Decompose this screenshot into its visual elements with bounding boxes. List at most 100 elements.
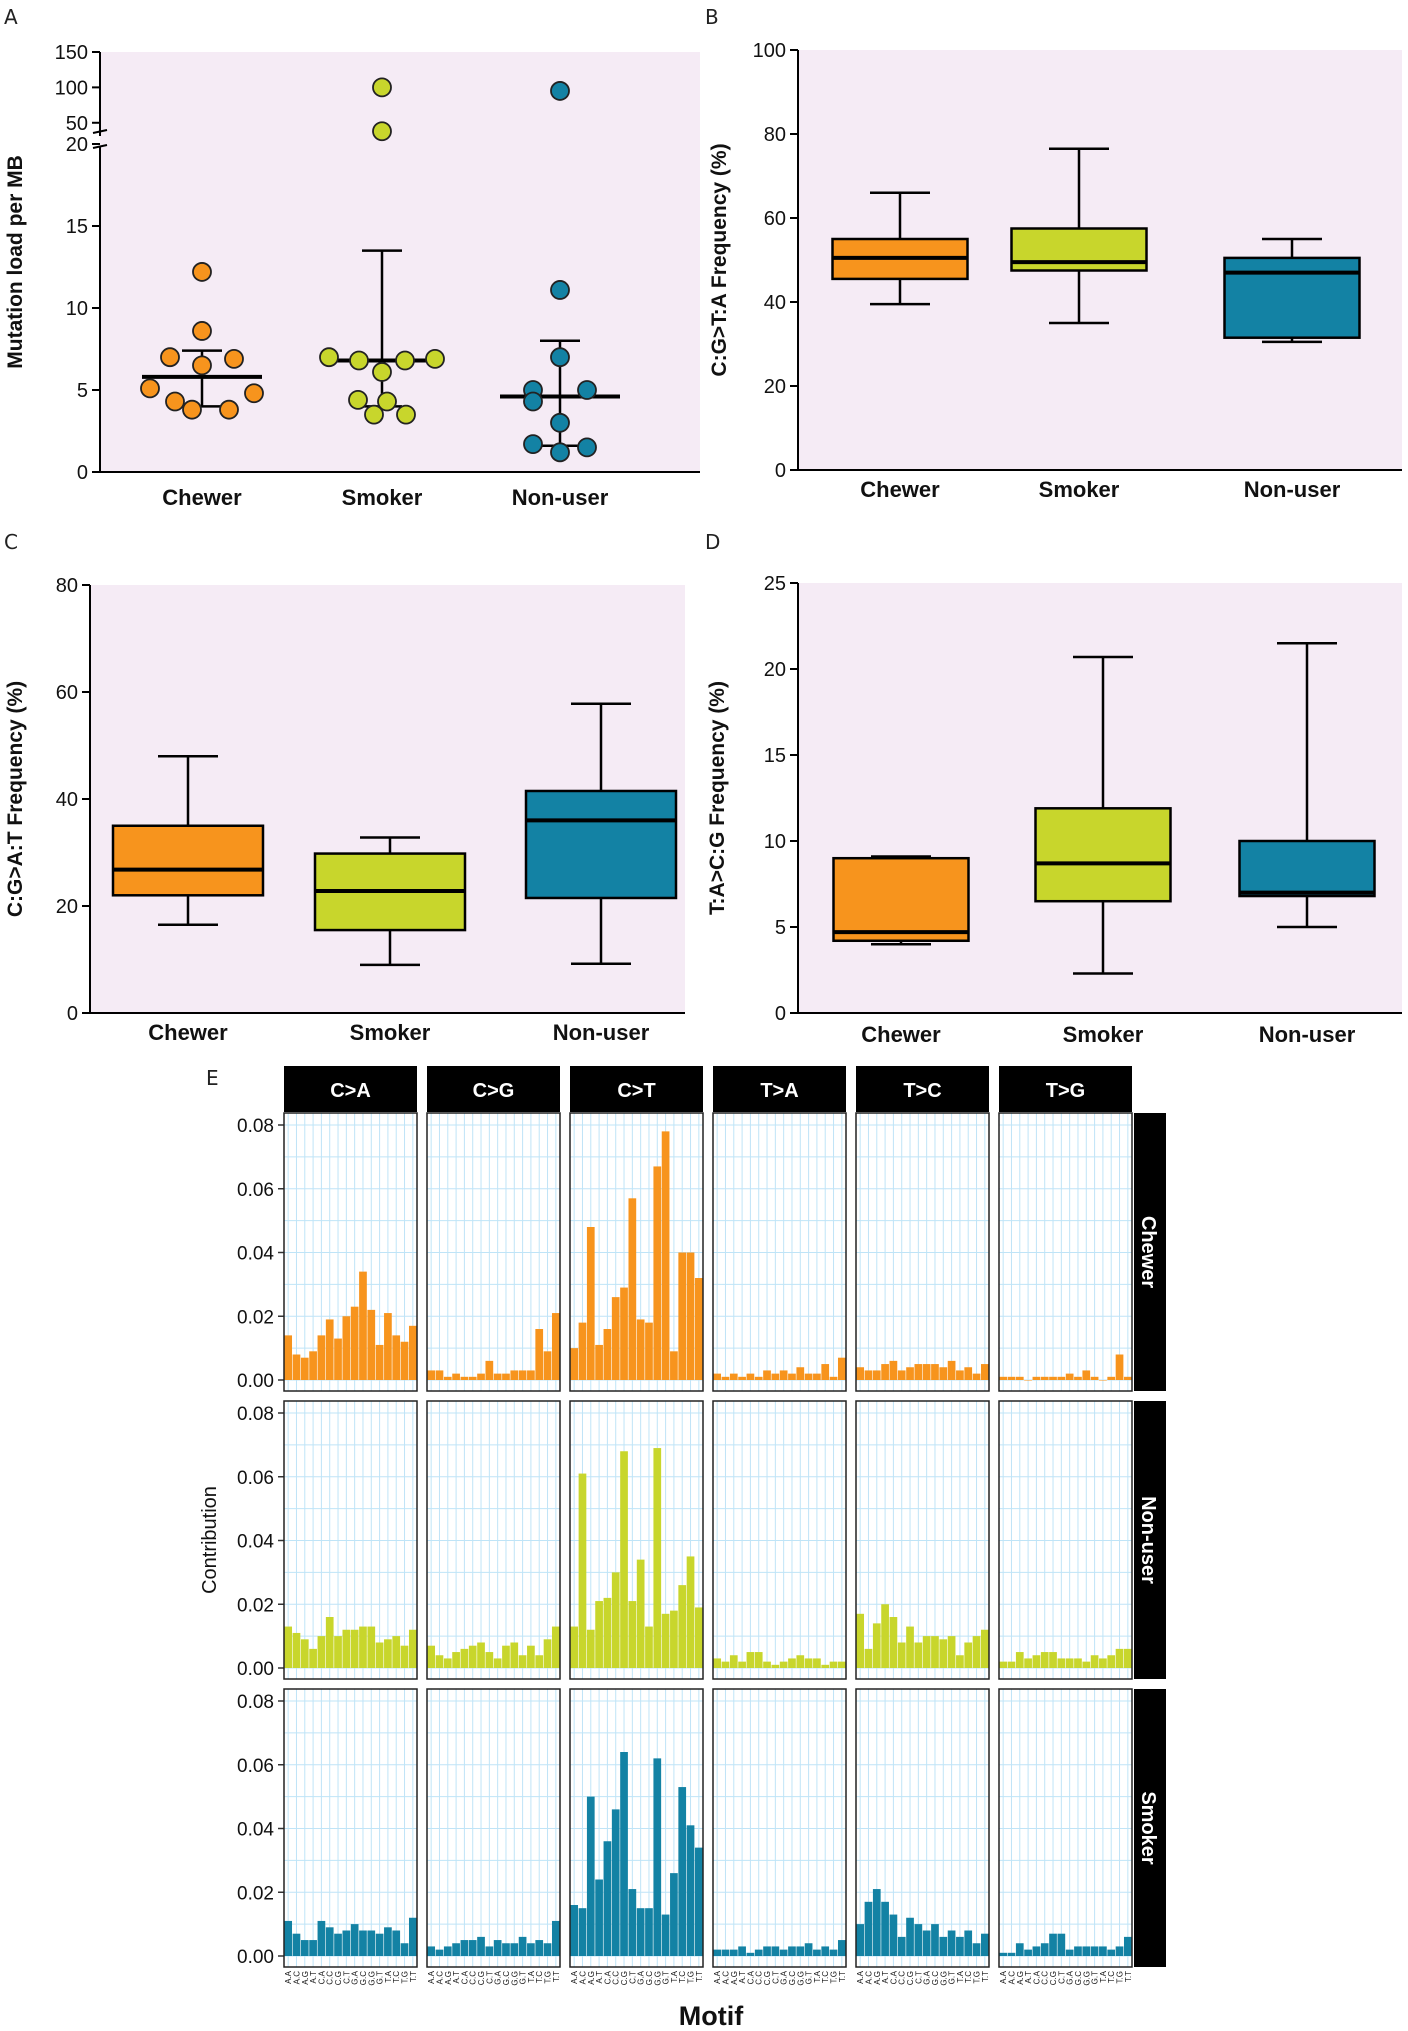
- bar: [493, 1658, 502, 1668]
- facet: [712, 1112, 847, 1392]
- facet-strip-right-label: Chewer: [1137, 1216, 1159, 1288]
- bar: [872, 1623, 881, 1668]
- bar: [325, 1319, 334, 1380]
- data-point: [523, 391, 543, 412]
- bar: [686, 1825, 695, 1956]
- bar: [527, 1645, 535, 1668]
- bar: [1123, 1648, 1132, 1668]
- facet-border: [998, 1112, 1133, 1392]
- bar: [964, 1930, 973, 1956]
- bar: [292, 1632, 301, 1668]
- bar: [1115, 1946, 1124, 1956]
- y-tick-label: 0.08: [237, 1116, 274, 1137]
- data-point: [349, 350, 369, 371]
- bar: [400, 1341, 409, 1380]
- bar: [309, 1940, 317, 1956]
- bar: [1057, 1933, 1066, 1956]
- facet: [855, 1688, 990, 1968]
- x-tick-label: G.T: [376, 1971, 385, 1984]
- bar: [408, 1325, 417, 1380]
- bar: [889, 1617, 898, 1668]
- bar: [1082, 1661, 1091, 1668]
- bar: [964, 1642, 973, 1668]
- axis-break-mark: [92, 144, 108, 149]
- data-point: [140, 378, 160, 399]
- facet-strip-label: C>A: [330, 1080, 371, 1102]
- y-tick-label: 20: [66, 134, 88, 156]
- bar: [510, 1370, 519, 1380]
- bar: [804, 1373, 813, 1380]
- x-tick-label: G.A: [923, 1970, 932, 1984]
- bar: [603, 1841, 612, 1956]
- bar: [300, 1357, 309, 1380]
- x-tick-label: A.T: [738, 1971, 747, 1984]
- bar: [713, 1949, 722, 1956]
- bar: [636, 1559, 645, 1668]
- bar: [452, 1652, 460, 1668]
- bar: [611, 1572, 620, 1668]
- bar: [972, 1636, 981, 1668]
- x-tick-label: C.T: [342, 1971, 351, 1984]
- bar: [729, 1655, 738, 1668]
- box-non-user: [1223, 237, 1361, 344]
- bar: [729, 1373, 738, 1380]
- x-axis-label: Motif: [679, 2001, 744, 2031]
- x-tick-label: C.G: [906, 1971, 915, 1985]
- bar: [1123, 1376, 1132, 1380]
- bar: [309, 1351, 317, 1380]
- x-tick-label: T.G: [830, 1971, 839, 1983]
- bar: [1107, 1949, 1116, 1956]
- bar: [468, 1645, 477, 1668]
- box-body: [524, 789, 678, 900]
- bar: [939, 1367, 948, 1380]
- x-tick-label: Chewer: [148, 1020, 228, 1045]
- x-tick-label: C.C: [755, 1971, 764, 1985]
- bar: [754, 1949, 763, 1956]
- bar: [922, 1930, 931, 1956]
- bar: [493, 1373, 502, 1380]
- bar: [881, 1604, 889, 1668]
- bar: [543, 1943, 552, 1956]
- bar: [620, 1451, 628, 1668]
- bar: [1049, 1376, 1057, 1380]
- bar: [931, 1924, 939, 1956]
- bar: [947, 1360, 956, 1380]
- bar: [796, 1367, 805, 1380]
- bar: [1032, 1655, 1041, 1668]
- x-tick-label: C.T: [914, 1971, 923, 1984]
- x-tick-label: T.T: [552, 1971, 561, 1982]
- bar: [746, 1373, 755, 1380]
- facet-strip-label: T>C: [903, 1080, 941, 1102]
- bar: [980, 1933, 989, 1956]
- y-tick-label: 0.08: [237, 1692, 274, 1713]
- group-chewer: [140, 262, 264, 420]
- data-point: [192, 355, 212, 376]
- bar: [713, 1658, 722, 1668]
- bar: [721, 1376, 730, 1380]
- bar: [435, 1370, 444, 1380]
- panel-letter-c: C: [4, 530, 18, 554]
- bar: [1049, 1933, 1057, 1956]
- bar: [645, 1626, 653, 1668]
- bar: [392, 1335, 401, 1380]
- bar: [1040, 1376, 1049, 1380]
- x-tick-label: T.T: [838, 1971, 847, 1982]
- y-tick-label: 50: [66, 113, 88, 135]
- group-non-user: [500, 81, 620, 463]
- facet: [998, 1112, 1133, 1392]
- x-tick-label: A.C: [721, 1971, 730, 1985]
- x-tick-label: Non-user: [553, 1020, 650, 1045]
- bar: [829, 1376, 838, 1380]
- bar: [435, 1949, 444, 1956]
- data-point: [577, 380, 597, 400]
- bar: [485, 1946, 494, 1956]
- x-tick-label: A.G: [730, 1971, 739, 1985]
- bar: [586, 1227, 595, 1380]
- x-tick-label: Smoker: [1063, 1022, 1144, 1047]
- bar: [1082, 1946, 1091, 1956]
- facet-strip-right: [1134, 1113, 1166, 1391]
- box-body: [1034, 807, 1172, 903]
- bar: [813, 1373, 821, 1380]
- x-tick-label: A.C: [292, 1971, 301, 1985]
- facet-border: [283, 1688, 418, 1968]
